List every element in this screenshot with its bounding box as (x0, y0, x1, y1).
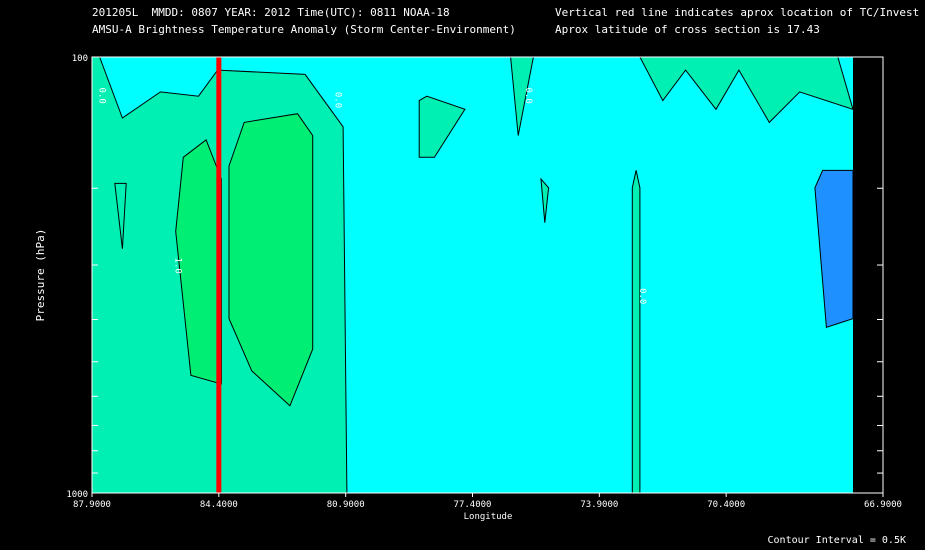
header-line-1: 201205L MMDD: 0807 YEAR: 2012 Time(UTC):… (92, 6, 450, 19)
field-level-0-5-thin (540, 177, 550, 223)
plot-margin-right (853, 57, 883, 493)
field-level-0-5-sliver (114, 182, 127, 249)
x-tick-label: 77.4000 (454, 500, 492, 510)
y-tick-label: 1000 (66, 490, 88, 500)
anomaly-field: 0.0 0.0 1.0 0.0 0.0 (91, 56, 883, 494)
contour-label: 0.0 (333, 92, 343, 108)
contour-label: 0.0 (97, 88, 107, 104)
x-axis-label: Longitude (464, 512, 513, 522)
field-level-0-5-patch (418, 95, 466, 158)
contour-label: 0.0 (637, 288, 647, 304)
x-tick-label: 66.9000 (864, 500, 902, 510)
field-level-neg-0-5 (814, 169, 854, 328)
contour-interval-note: Contour Interval = 0.5K (768, 535, 906, 546)
y-axis-label: Pressure (hPa) (34, 229, 47, 322)
plot-frame (91, 56, 884, 494)
y-tick-label: 100 (72, 54, 88, 64)
contour-label: 1.0 (173, 258, 183, 274)
field-level-1 (175, 138, 222, 385)
chart-axes (91, 56, 884, 494)
contour-label: 0.0 (523, 88, 533, 104)
header-line-4: Aprox latitude of cross section is 17.43 (555, 23, 820, 36)
field-level-1-b (228, 113, 314, 407)
x-tick-label: 87.9000 (73, 500, 111, 510)
x-tick-label: 73.9000 (580, 500, 618, 510)
x-tick-label: 84.4000 (200, 500, 238, 510)
header-line-2: AMSU-A Brightness Temperature Anomaly (S… (92, 23, 516, 36)
x-tick-label: 70.4000 (707, 500, 745, 510)
field-level-0-5-top (639, 56, 854, 124)
axis-ticks: 87.9000 84.4000 80.9000 77.4000 73.9000 70.40… (66, 54, 902, 510)
x-tick-label: 80.9000 (327, 500, 365, 510)
field-level-0-5-strip (631, 170, 641, 494)
header-line-3: Vertical red line indicates aprox locati… (555, 6, 920, 19)
